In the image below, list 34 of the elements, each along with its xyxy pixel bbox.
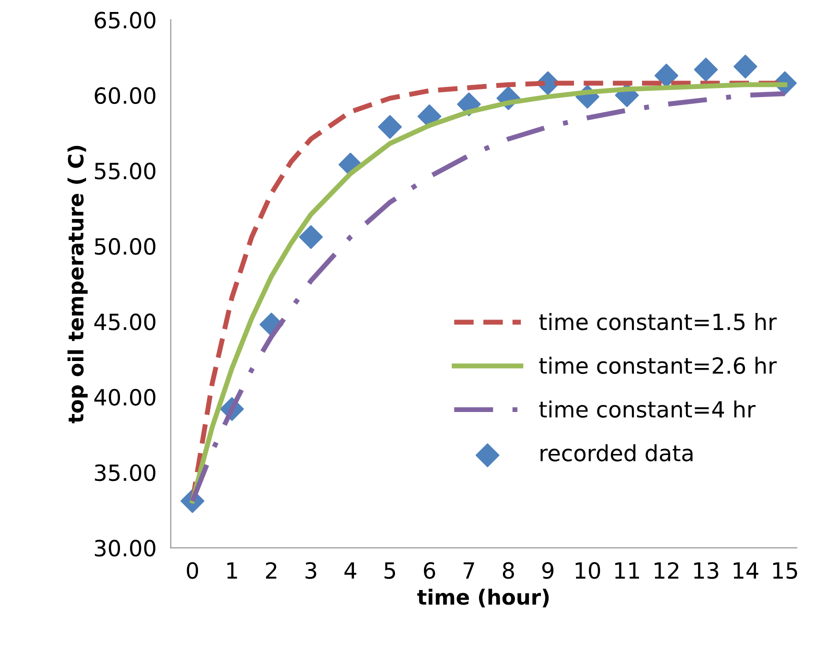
- x-tick-label: 6: [424, 562, 436, 579]
- legend-label: recorded data: [540, 444, 692, 462]
- x-tick-label: 5: [384, 562, 396, 579]
- x-tick-label: 14: [734, 562, 758, 579]
- x-tick-label: 2: [266, 562, 276, 579]
- x-tick-label: 4: [344, 562, 356, 579]
- x-tick-label: 12: [654, 562, 678, 579]
- x-tick-label: 10: [576, 562, 600, 579]
- y-tick-label: 60.00: [94, 87, 156, 104]
- y-axis-title: top oil temperature ( C): [68, 146, 88, 424]
- y-tick-label: 50.00: [94, 238, 156, 255]
- y-tick-label: 30.00: [94, 540, 156, 557]
- point: [378, 115, 402, 139]
- legend-label: time constant=4 hr: [539, 400, 756, 418]
- x-tick-label: 15: [773, 562, 798, 579]
- y-tick-label: 65.00: [94, 12, 156, 29]
- y-tick-label: 45.00: [94, 313, 156, 330]
- x-axis-title: time (hour): [417, 588, 549, 608]
- legend-label: time constant=2.6 hr: [539, 356, 777, 374]
- x-tick-label: 13: [694, 562, 718, 579]
- point: [299, 225, 323, 249]
- x-tick-label: 9: [542, 562, 554, 579]
- y-tick-label: 55.00: [94, 162, 156, 180]
- y-tick-label: 35.00: [94, 464, 156, 482]
- x-tick-label: 11: [615, 562, 639, 579]
- x-tick-label: 8: [502, 562, 514, 579]
- x-tick-label: 7: [464, 562, 474, 579]
- x-tick-label: 3: [306, 562, 316, 579]
- y-tick-label: 40.00: [94, 388, 156, 406]
- point: [734, 54, 758, 78]
- legend-label: time constant=1.5 hr: [539, 313, 777, 330]
- x-tick-label: 1: [227, 562, 237, 579]
- x-tick-label: 0: [186, 562, 198, 579]
- point: [694, 58, 718, 82]
